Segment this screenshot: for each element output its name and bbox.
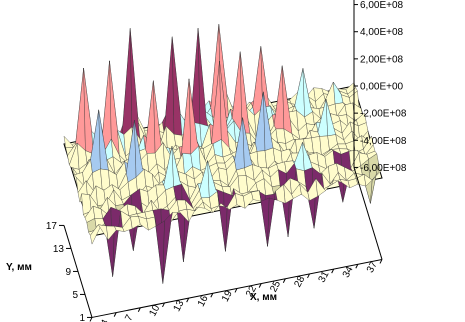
z-tick-label: 4,00E+08 <box>360 27 404 38</box>
x-tick-label: 37 <box>365 259 380 274</box>
x-tick-mark <box>307 273 310 279</box>
x-tick-mark <box>379 259 383 264</box>
x-tick-label: 25 <box>268 279 283 294</box>
x-tick-mark <box>89 317 93 322</box>
z-tick-label: -2,00E+08 <box>360 109 407 120</box>
x-tick-label: 22 <box>244 284 259 299</box>
y-tick-label: 5 <box>72 290 78 301</box>
x-tick-label: 10 <box>147 303 162 318</box>
x-tick-label: 34 <box>341 264 356 279</box>
x-tick-label: 19 <box>220 288 235 303</box>
z-tick-label: 0,00E+00 <box>360 82 404 93</box>
z-tick-label: 2,00E+08 <box>360 54 404 65</box>
x-tick-mark <box>355 264 359 269</box>
y-axis-title: Y, мм <box>6 262 32 273</box>
x-tick-mark <box>282 278 286 283</box>
x-tick-label: 31 <box>317 269 332 284</box>
surface-mesh <box>63 24 383 284</box>
x-tick-mark <box>258 283 262 288</box>
y-tick-label: 9 <box>65 267 71 278</box>
x-tick-mark <box>113 312 117 317</box>
x-tick-label: 4 <box>99 318 112 322</box>
x-axis-title: X, мм <box>250 292 277 303</box>
x-tick-mark <box>186 297 190 303</box>
y-tick-label: 17 <box>46 221 58 232</box>
y-tick-label: 1 <box>79 313 85 322</box>
y-tick-label: 13 <box>53 244 65 255</box>
x-tick-label: 7 <box>123 313 136 322</box>
x-tick-mark <box>234 288 238 293</box>
x-tick-mark <box>162 302 165 308</box>
x-tick-mark <box>331 268 335 274</box>
x-tick-mark <box>210 293 214 298</box>
x-tick-label: 13 <box>172 298 187 313</box>
z-tick-label: -6,00E+08 <box>360 163 407 174</box>
floor-back-edge <box>353 167 383 260</box>
z-tick-label: -4,00E+08 <box>360 136 407 147</box>
surface-facet <box>172 36 183 136</box>
surface-facet <box>83 68 94 155</box>
z-tick-label: 6,00E+08 <box>360 0 404 11</box>
x-tick-mark <box>137 307 141 312</box>
surface-facet <box>372 169 383 181</box>
x-tick-label: 28 <box>292 274 307 289</box>
x-tick-label: 16 <box>196 293 211 308</box>
